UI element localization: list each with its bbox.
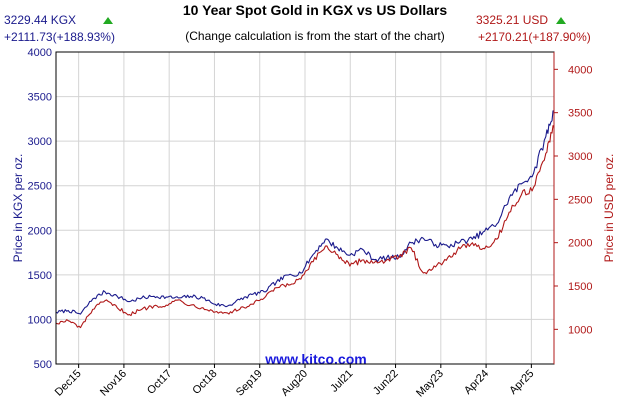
right-tick-label: 3500	[568, 108, 592, 120]
x-tick-label: Jul21	[328, 368, 355, 395]
left-axis: 4000 3500 3000 2500 2000 1500 1000 500	[28, 47, 52, 371]
x-tick-label: Aug20	[279, 368, 310, 399]
right-tick-label: 1000	[568, 324, 592, 336]
x-tick-label: Oct18	[190, 368, 219, 397]
right-tick-label: 2000	[568, 238, 592, 250]
x-tick-label: Apr25	[507, 368, 536, 397]
x-tick-label: Oct17	[145, 368, 174, 397]
left-tick-label: 500	[34, 359, 52, 371]
right-tick-label: 1500	[568, 281, 592, 293]
left-tick-label: 2000	[28, 225, 52, 237]
chart-subtitle: (Change calculation is from the start of…	[185, 29, 444, 43]
x-tick-label: Sep19	[234, 368, 265, 399]
right-axis-label: Price in USD per oz.	[602, 154, 616, 263]
left-tick-label: 3500	[28, 92, 52, 104]
watermark: www.kitco.com	[264, 351, 366, 367]
left-tick-label: 4000	[28, 47, 52, 59]
usd-up-arrow-icon	[556, 17, 566, 24]
usd-change: +2170.21(+187.90%)	[478, 30, 591, 44]
left-tick-label: 3000	[28, 136, 52, 148]
x-tick-label: Nov16	[98, 368, 129, 399]
grid	[56, 52, 554, 364]
kgx-change: +2111.73(+188.93%)	[4, 30, 115, 44]
series-kgx-line	[55, 110, 555, 315]
x-tick-label: Apr24	[462, 368, 491, 397]
right-axis: 4000 3500 3000 2500 2000 1500 1000	[553, 52, 592, 364]
series-group	[55, 110, 555, 329]
series-usd-line	[55, 125, 555, 329]
chart-title: 10 Year Spot Gold in KGX vs US Dollars	[183, 2, 447, 18]
left-axis-label: Price in KGX per oz.	[11, 154, 25, 263]
x-axis: Dec15 Nov16 Oct17 Oct18 Sep19 Aug20 Jul21 Jun22…	[53, 364, 536, 400]
right-tick-label: 4000	[568, 64, 592, 76]
x-tick-label: Dec15	[53, 368, 84, 399]
left-tick-label: 1000	[28, 314, 52, 326]
right-tick-label: 3000	[568, 151, 592, 163]
right-tick-label: 2500	[568, 194, 592, 206]
left-tick-label: 1500	[28, 270, 52, 282]
kgx-current-price: 3229.44 KGX	[4, 13, 76, 27]
kgx-up-arrow-icon	[103, 17, 113, 24]
left-tick-label: 2500	[28, 181, 52, 193]
usd-current-price: 3325.21 USD	[476, 13, 548, 27]
x-tick-label: Jun22	[371, 368, 401, 398]
x-tick-label: May23	[414, 368, 446, 400]
